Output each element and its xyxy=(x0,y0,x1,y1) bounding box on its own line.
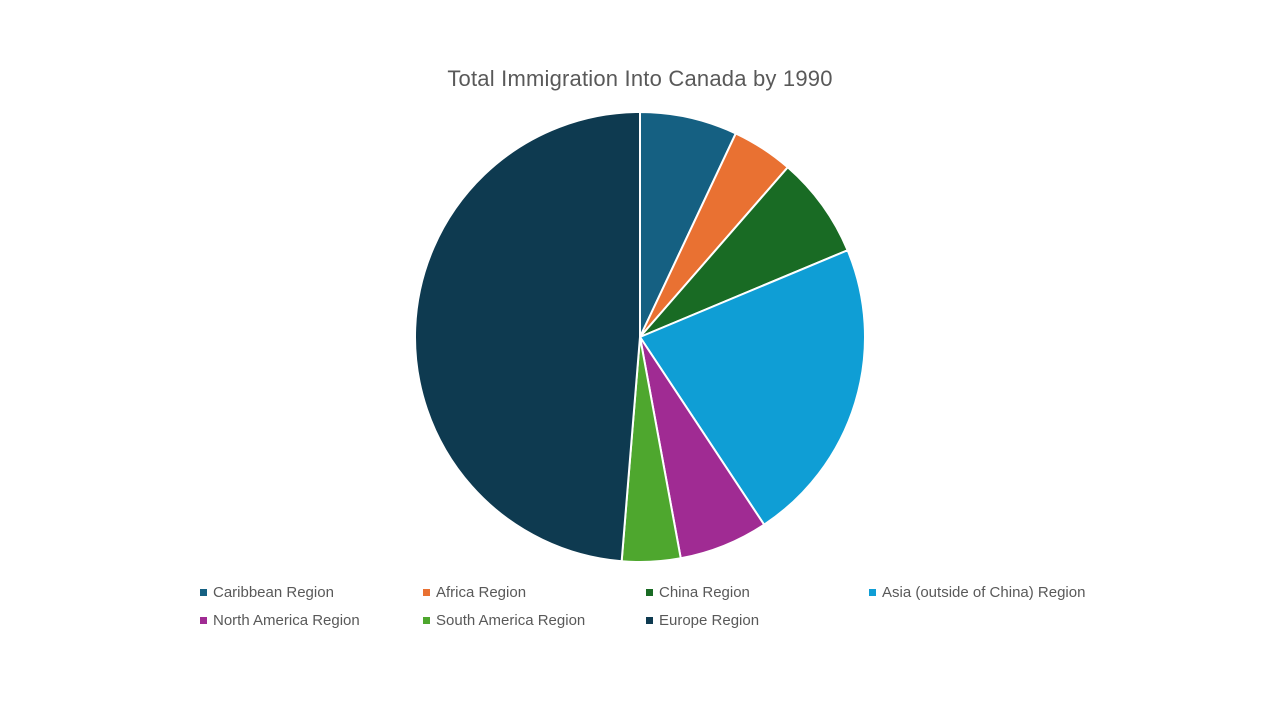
legend-label: Europe Region xyxy=(659,611,760,629)
legend-label: South America Region xyxy=(436,611,586,629)
chart-title: Total Immigration Into Canada by 1990 xyxy=(447,66,833,91)
legend-item: North America Region xyxy=(200,608,360,632)
pie-slice-europe-region xyxy=(414,111,641,563)
legend-swatch xyxy=(646,616,653,624)
legend-swatch xyxy=(423,616,430,624)
legend-swatch xyxy=(200,588,207,596)
legend-item: Europe Region xyxy=(646,608,759,632)
legend-label: Caribbean Region xyxy=(213,583,334,601)
pie-slice-asia-outside-of-china-region xyxy=(639,249,866,526)
legend-swatch xyxy=(200,616,207,624)
legend-swatch xyxy=(423,588,430,596)
legend-label: Africa Region xyxy=(436,583,527,601)
legend-item: Caribbean Region xyxy=(200,580,334,604)
legend-item: Asia (outside of China) Region xyxy=(869,580,1085,604)
legend-item: South America Region xyxy=(423,608,585,632)
legend-label: North America Region xyxy=(213,611,360,629)
legend-item: Africa Region xyxy=(423,580,526,604)
legend-swatch xyxy=(646,588,653,596)
pie-slice-china-region xyxy=(639,166,849,338)
legend-label: Asia (outside of China) Region xyxy=(882,583,1086,601)
legend-swatch xyxy=(869,588,876,596)
legend-item: China Region xyxy=(646,580,750,604)
legend-label: China Region xyxy=(659,583,750,601)
